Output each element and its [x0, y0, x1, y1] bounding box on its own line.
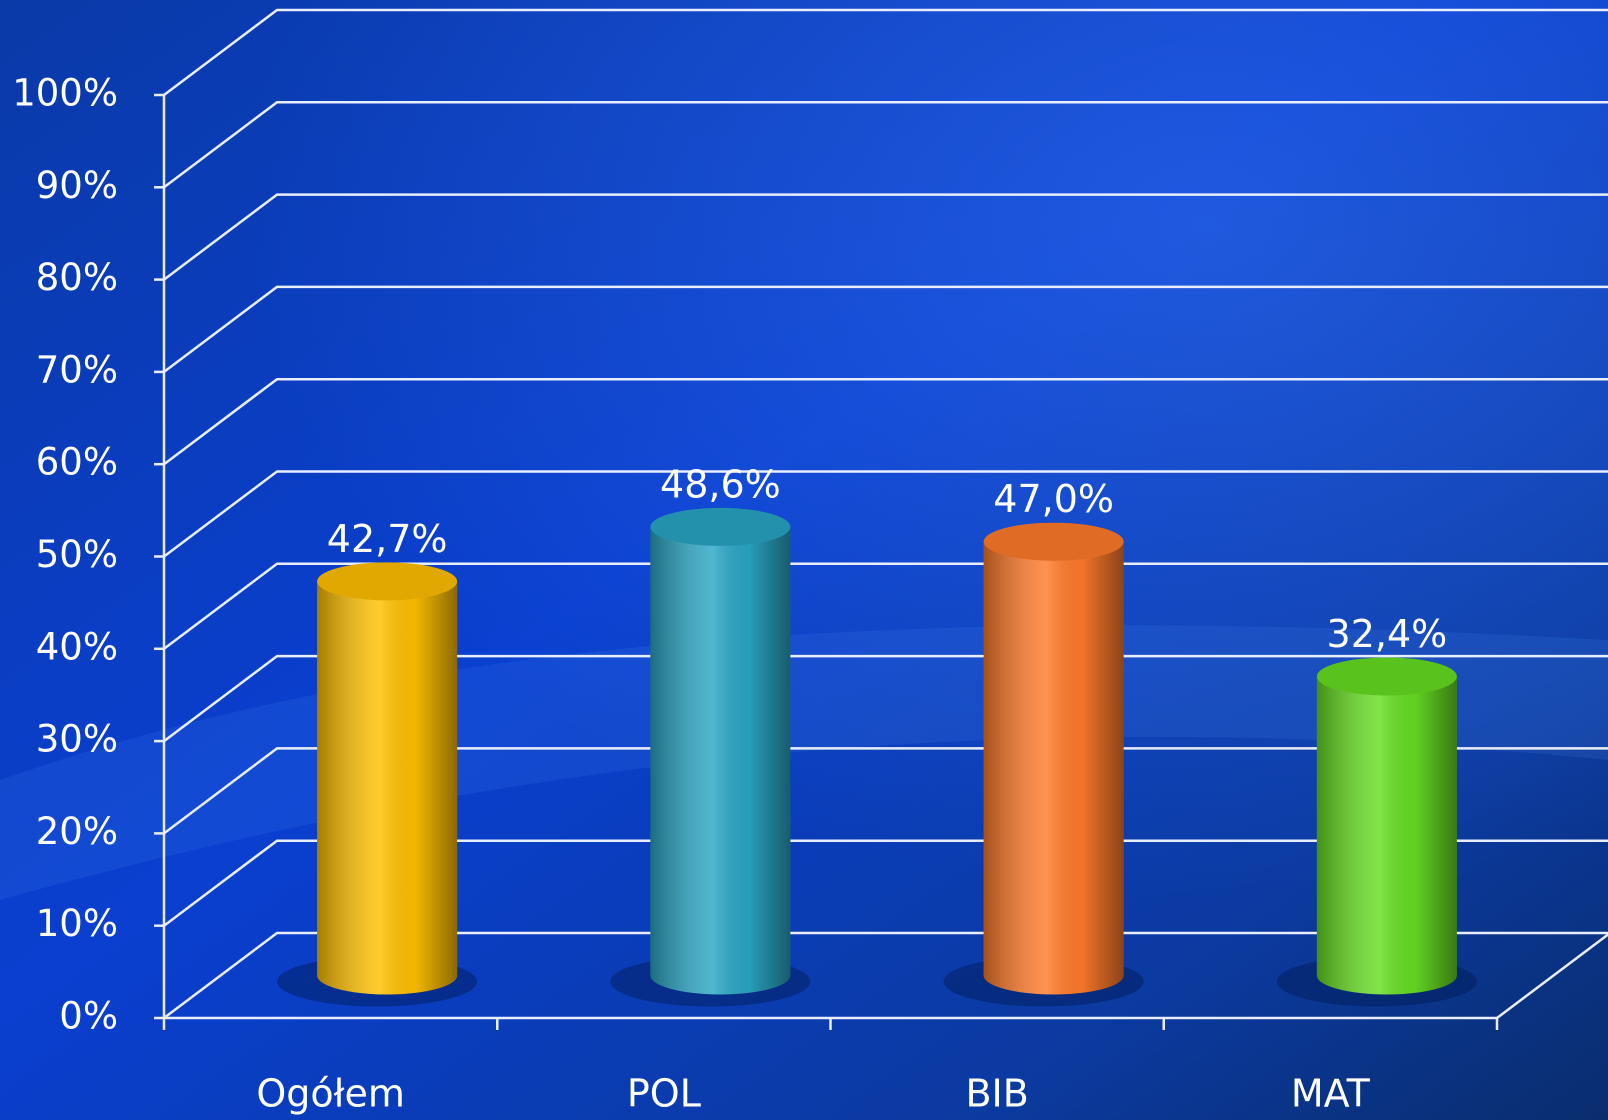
bar-top: [983, 522, 1124, 561]
grid-line: [163, 470, 1608, 558]
grid-line: [163, 101, 1608, 189]
y-tick-label: 90%: [36, 164, 118, 207]
x-tick-label: Ogółem: [256, 1072, 404, 1116]
y-tick-label: 60%: [36, 441, 118, 484]
grid-line: [163, 839, 1608, 927]
grid-line: [163, 377, 1608, 466]
grid-line: [163, 931, 1608, 1019]
bar-top: [317, 562, 458, 601]
y-tick-label: 80%: [36, 256, 118, 299]
value-label: 42,7%: [327, 517, 448, 561]
bar-top-shading: [650, 507, 791, 546]
bar-shading: [983, 541, 1124, 995]
value-label: 47,0%: [993, 477, 1114, 521]
grid-line: [163, 562, 1608, 650]
bar-shading: [650, 526, 791, 995]
x-tick-label: POL: [627, 1072, 701, 1116]
grid-line: [163, 193, 1608, 281]
bar-shading: [317, 581, 458, 995]
y-tick-label: 100%: [12, 72, 118, 115]
grid-line: [163, 285, 1608, 373]
bar-shading: [1316, 676, 1457, 995]
bar-top-shading: [317, 562, 458, 601]
bar-top-shading: [983, 522, 1124, 561]
bar-top: [650, 507, 791, 546]
y-tick-label: 10%: [36, 902, 118, 945]
bar-top: [1316, 657, 1457, 696]
grid-line: [163, 747, 1608, 835]
grid-line: [163, 654, 1608, 743]
x-tick-label: MAT: [1291, 1072, 1371, 1116]
y-tick-label: 0%: [59, 995, 118, 1038]
y-tick-label: 30%: [36, 718, 118, 761]
y-tick-label: 70%: [36, 348, 118, 391]
value-label: 32,4%: [1327, 612, 1448, 656]
x-tick-label: BIB: [965, 1072, 1028, 1116]
y-tick-label: 40%: [36, 625, 118, 668]
value-label: 48,6%: [660, 462, 781, 506]
y-tick-label: 50%: [36, 533, 118, 576]
bar-top-shading: [1316, 657, 1457, 696]
y-tick-label: 20%: [36, 810, 118, 853]
grid-line: [163, 8, 1608, 96]
